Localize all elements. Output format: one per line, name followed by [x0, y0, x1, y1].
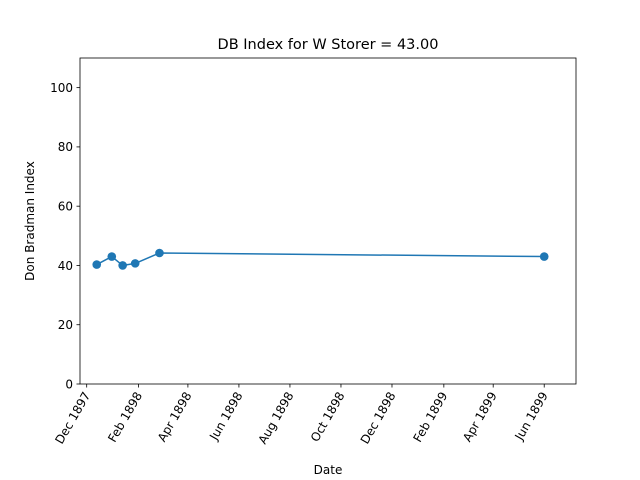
- x-tick-label: Feb 1898: [105, 390, 145, 445]
- data-point: [155, 248, 164, 258]
- y-axis-label: Don Bradman Index: [23, 161, 37, 281]
- x-axis-label: Date: [314, 463, 343, 477]
- y-axis-ticks: 0 20 40 60 80 100: [50, 81, 80, 391]
- y-tick-label: 100: [50, 81, 73, 95]
- y-tick-label: 0: [65, 377, 73, 391]
- data-point: [92, 260, 102, 269]
- y-tick-label: 40: [58, 259, 73, 273]
- data-point: [107, 252, 117, 261]
- x-tick-label: Jun 1899: [512, 390, 551, 444]
- data-point: [130, 259, 140, 268]
- x-tick-label: Dec 1897: [52, 390, 93, 447]
- data-point: [539, 252, 549, 261]
- chart-title: DB Index for W Storer = 43.00: [218, 37, 439, 53]
- plot-area: [79, 57, 577, 385]
- x-axis-ticks: Dec 1897 Feb 1898 Apr 1898 Jun 1898 Aug 1898…: [52, 384, 551, 447]
- x-tick-label: Dec 1898: [358, 390, 399, 447]
- y-tick-label: 20: [58, 318, 73, 332]
- x-tick-label: Feb 1899: [411, 390, 451, 445]
- data-point: [118, 261, 127, 270]
- y-tick-label: 80: [58, 140, 73, 154]
- y-tick-label: 60: [58, 199, 73, 213]
- x-tick-label: Jun 1898: [206, 390, 245, 444]
- x-tick-label: Oct 1898: [308, 390, 348, 445]
- x-tick-label: Apr 1899: [460, 390, 500, 445]
- x-tick-label: Aug 1898: [256, 390, 297, 447]
- x-tick-label: Apr 1898: [155, 390, 195, 445]
- series-layer: [92, 248, 549, 270]
